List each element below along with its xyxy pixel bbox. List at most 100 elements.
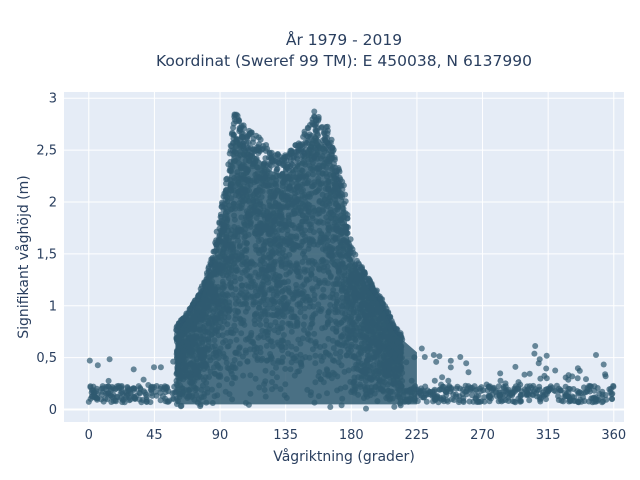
data-point	[427, 391, 434, 398]
x-tick-label: 90	[212, 428, 229, 443]
x-tick-label: 135	[273, 428, 298, 443]
data-point	[186, 306, 193, 313]
chart-title-line2: Koordinat (Sweref 99 TM): E 450038, N 61…	[156, 52, 532, 70]
data-point	[440, 394, 447, 401]
data-point	[431, 377, 438, 384]
data-point	[219, 199, 225, 206]
data-point	[555, 393, 562, 400]
data-point	[363, 405, 369, 412]
data-point	[467, 387, 474, 394]
data-point	[504, 389, 511, 396]
data-point	[94, 362, 101, 369]
data-point	[421, 394, 428, 401]
data-point	[105, 383, 112, 390]
data-point	[463, 360, 470, 367]
data-point	[312, 122, 319, 129]
data-point	[553, 382, 560, 389]
data-point	[113, 398, 119, 405]
data-point	[294, 143, 301, 150]
data-point	[517, 393, 524, 400]
data-point	[574, 375, 581, 382]
x-axis-title: Vågriktning (grader)	[273, 448, 415, 465]
data-point	[241, 125, 248, 132]
data-point	[257, 136, 264, 143]
data-point	[143, 394, 150, 400]
data-point	[303, 140, 310, 147]
data-point	[543, 352, 550, 359]
data-point	[130, 385, 137, 392]
data-point	[87, 384, 94, 391]
data-point	[537, 375, 544, 382]
data-point	[122, 388, 129, 395]
data-point	[177, 403, 184, 410]
data-point	[311, 114, 318, 120]
data-point	[339, 186, 346, 193]
data-point	[586, 398, 592, 405]
data-point	[481, 398, 488, 405]
x-tick-label: 45	[146, 428, 163, 443]
data-point	[197, 285, 204, 292]
data-point	[565, 376, 572, 383]
y-axis-title: Signifikant våghöjd (m)	[15, 175, 32, 338]
x-tick-label: 180	[339, 428, 364, 443]
data-point	[602, 392, 609, 398]
data-point	[610, 382, 617, 389]
data-point	[100, 398, 107, 405]
data-point	[327, 404, 334, 410]
data-point	[94, 396, 101, 403]
data-points	[85, 108, 617, 412]
data-point	[543, 365, 550, 372]
data-point	[157, 364, 164, 371]
data-point	[455, 399, 462, 406]
data-point	[430, 352, 437, 358]
data-point	[499, 391, 506, 398]
data-point	[303, 133, 310, 139]
data-point	[136, 396, 143, 403]
data-point	[274, 151, 281, 158]
data-point	[390, 322, 397, 329]
data-point	[235, 116, 242, 123]
data-point	[103, 390, 109, 397]
data-point	[583, 376, 589, 383]
data-point	[591, 387, 598, 394]
data-point	[444, 398, 451, 405]
data-point	[264, 160, 271, 167]
data-point	[447, 357, 454, 364]
data-point	[171, 389, 178, 396]
data-point	[126, 397, 133, 404]
data-point	[190, 299, 197, 306]
data-point	[245, 132, 252, 139]
data-point	[521, 371, 528, 378]
data-point	[264, 145, 271, 152]
data-point	[281, 158, 288, 165]
data-point	[328, 148, 335, 155]
data-point	[288, 150, 295, 157]
data-point	[457, 354, 464, 360]
data-point	[593, 396, 600, 402]
data-point	[151, 364, 157, 371]
data-point	[322, 138, 329, 145]
data-point	[288, 161, 295, 168]
data-point	[576, 367, 583, 374]
y-tick-label: 1	[49, 299, 57, 314]
data-point	[446, 384, 453, 391]
data-point	[423, 398, 430, 405]
data-point	[433, 358, 440, 365]
data-point	[497, 370, 504, 377]
data-point	[502, 383, 509, 390]
data-point	[259, 145, 266, 152]
data-point	[436, 353, 443, 360]
data-point	[328, 136, 335, 143]
data-point	[531, 350, 538, 357]
data-point	[245, 139, 252, 146]
data-point	[459, 386, 466, 393]
data-point	[232, 112, 239, 118]
data-point	[114, 383, 121, 390]
data-point	[569, 373, 576, 380]
dense-core-region	[176, 132, 417, 405]
x-tick-label: 270	[470, 428, 495, 443]
data-point	[472, 387, 479, 394]
data-point	[356, 261, 363, 268]
data-point	[324, 130, 331, 137]
